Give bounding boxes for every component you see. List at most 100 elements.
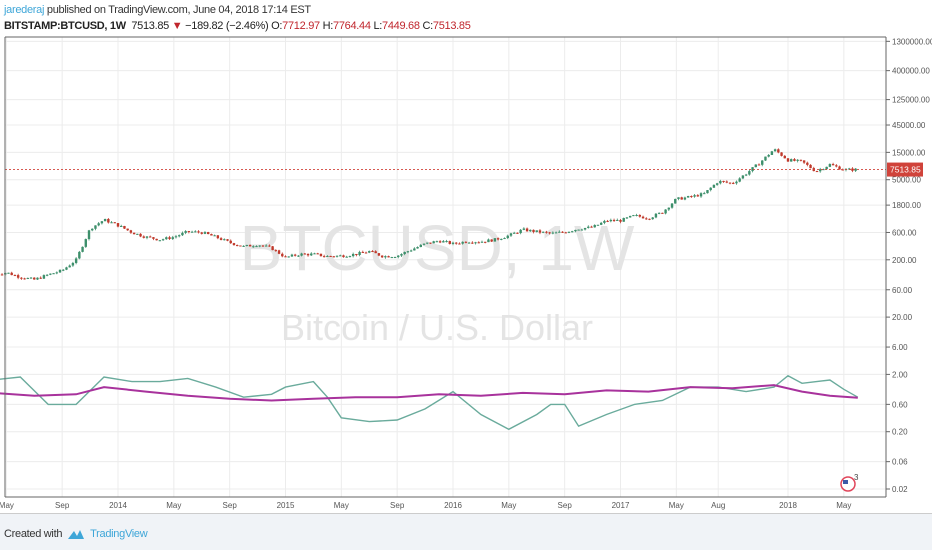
candle-up — [657, 212, 661, 214]
flag-count: 3 — [854, 473, 859, 482]
candle-up — [42, 275, 46, 279]
candle-down — [268, 245, 271, 247]
candle-up — [78, 251, 81, 259]
candle-down — [13, 275, 17, 277]
candle-down — [458, 243, 461, 245]
candle-up — [190, 231, 194, 233]
candle-up — [599, 222, 603, 225]
candle-up — [529, 229, 532, 232]
flag-badge[interactable]: 3 — [840, 473, 859, 492]
candle-up — [110, 222, 113, 224]
published-text: published on TradingView.com, June 04, 2… — [46, 4, 311, 16]
candle-down — [329, 255, 332, 257]
candle-up — [290, 254, 294, 257]
candle-down — [793, 159, 796, 161]
candle-up — [712, 184, 716, 188]
candle-up — [136, 233, 139, 235]
candle-up — [567, 231, 571, 233]
price-tick-label: 0.06 — [892, 458, 908, 467]
low-label: L: — [373, 20, 383, 32]
candle-up — [513, 232, 516, 234]
candle-down — [851, 168, 854, 171]
candle-down — [216, 235, 220, 239]
candle-up — [368, 251, 371, 253]
candle-up — [348, 256, 352, 258]
candle-up — [674, 198, 677, 204]
candle-up — [828, 164, 832, 167]
candle-down — [532, 229, 535, 232]
candle-down — [564, 232, 567, 234]
candle-up — [161, 239, 165, 241]
candle-up — [487, 239, 490, 243]
candle-down — [248, 244, 252, 247]
candle-down — [838, 166, 841, 170]
symbol-name[interactable]: BITSTAMP:BTCUSD, 1W — [4, 20, 126, 32]
flag-canton — [843, 480, 848, 484]
candle-up — [252, 246, 255, 248]
time-tick-label: 2018 — [779, 501, 797, 510]
indicator-teal-line — [0, 374, 859, 431]
candle-up — [738, 178, 741, 182]
candle-down — [139, 233, 142, 237]
candle-up — [184, 231, 187, 233]
candle-down — [261, 245, 265, 247]
candle-up — [554, 232, 558, 234]
candle-up — [580, 229, 584, 231]
candle-up — [509, 233, 513, 236]
candle-up — [474, 242, 477, 244]
candle-up — [100, 221, 104, 224]
open-label: O: — [271, 20, 283, 32]
close-label: C: — [422, 20, 433, 32]
candle-up — [91, 228, 94, 231]
candle-up — [384, 256, 387, 258]
candle-down — [155, 238, 158, 241]
time-tick-label: May — [836, 501, 851, 510]
candle-down — [590, 226, 593, 228]
candle-down — [638, 214, 642, 217]
candle-up — [570, 231, 574, 233]
candle-up — [158, 240, 162, 242]
candle-up — [258, 245, 261, 247]
candle-down — [281, 253, 284, 257]
candle-down — [612, 219, 616, 221]
candle-up — [203, 232, 207, 234]
price-tick-label: 1300000.00 — [892, 37, 932, 46]
price-chart[interactable]: BTCUSD, 1W Bitcoin / U.S. Dollar 1300000… — [0, 36, 932, 515]
candle-down — [316, 253, 319, 255]
candle-up — [87, 230, 91, 240]
candle-up — [174, 236, 178, 238]
candle-up — [49, 273, 52, 275]
tradingview-link[interactable]: TradingView — [90, 528, 148, 540]
candle-up — [178, 235, 181, 237]
publish-info: jarederaj published on TradingView.com, … — [4, 4, 311, 16]
candle-down — [20, 277, 23, 279]
candle-up — [506, 235, 509, 239]
time-tick-label: May — [334, 501, 349, 510]
candle-down — [210, 234, 213, 236]
candle-down — [780, 152, 783, 156]
candle-up — [71, 262, 75, 266]
candle-down — [606, 220, 609, 222]
candle-down — [777, 149, 780, 153]
candle-up — [719, 180, 722, 184]
candle-down — [648, 218, 651, 220]
candle-up — [7, 272, 10, 274]
created-with-text: Created with — [4, 528, 63, 540]
candle-up — [670, 203, 674, 208]
candle-up — [74, 258, 78, 263]
author-link[interactable]: jarederaj — [4, 4, 45, 16]
last-price-badge — [887, 162, 923, 177]
candle-down — [732, 182, 735, 184]
candle-down — [239, 245, 242, 247]
chart-panel[interactable]: BTCUSD, 1W Bitcoin / U.S. Dollar 1300000… — [0, 36, 932, 515]
candle-up — [796, 159, 799, 161]
candle-up — [577, 229, 580, 231]
candle-up — [519, 229, 522, 234]
candle-down — [152, 237, 155, 239]
candle-down — [477, 242, 480, 244]
candle-down — [561, 231, 564, 233]
candle-down — [16, 275, 20, 278]
candle-down — [197, 231, 200, 233]
candle-down — [645, 218, 648, 220]
candle-up — [767, 154, 770, 157]
